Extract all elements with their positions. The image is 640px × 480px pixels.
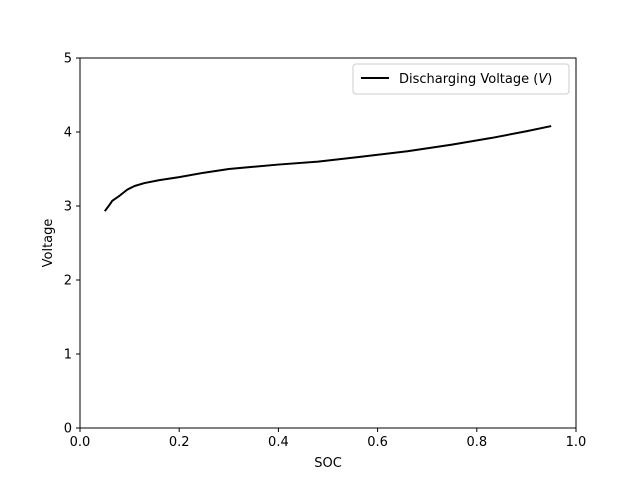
x-tick-label: 0.4 [268,435,289,450]
series-layer [103,125,552,212]
legend-label-symbol: V [538,72,548,87]
ticks-layer: 0.0 0.2 0.4 0.6 0.8 1.0 0 1 2 3 4 5 [64,52,587,451]
x-tick-label: 0.2 [169,435,190,450]
y-tick-label: 3 [64,200,72,215]
y-tick-label: 2 [64,274,72,289]
legend: Discharging Voltage (V) [352,63,570,95]
y-tick-label: 0 [64,422,72,437]
y-axis-title: Voltage [41,219,56,268]
x-axis-title: SOC [314,456,342,471]
series-line [103,125,552,212]
legend-label: Discharging Voltage (V) [399,72,552,87]
axes-frame [79,57,577,429]
legend-label-prefix: Discharging Voltage ( [399,72,538,87]
x-tick-label: 1.0 [566,435,587,450]
x-tick-label: 0.6 [367,435,388,450]
legend-box [352,63,570,95]
plot-area [79,57,577,429]
x-tick-label: 0.8 [466,435,487,450]
x-tick-label: 0.0 [70,435,91,450]
y-tick-label: 1 [64,348,72,363]
legend-label-suffix: ) [547,72,552,87]
y-tick-label: 5 [64,52,72,67]
y-tick-label: 4 [64,126,72,141]
